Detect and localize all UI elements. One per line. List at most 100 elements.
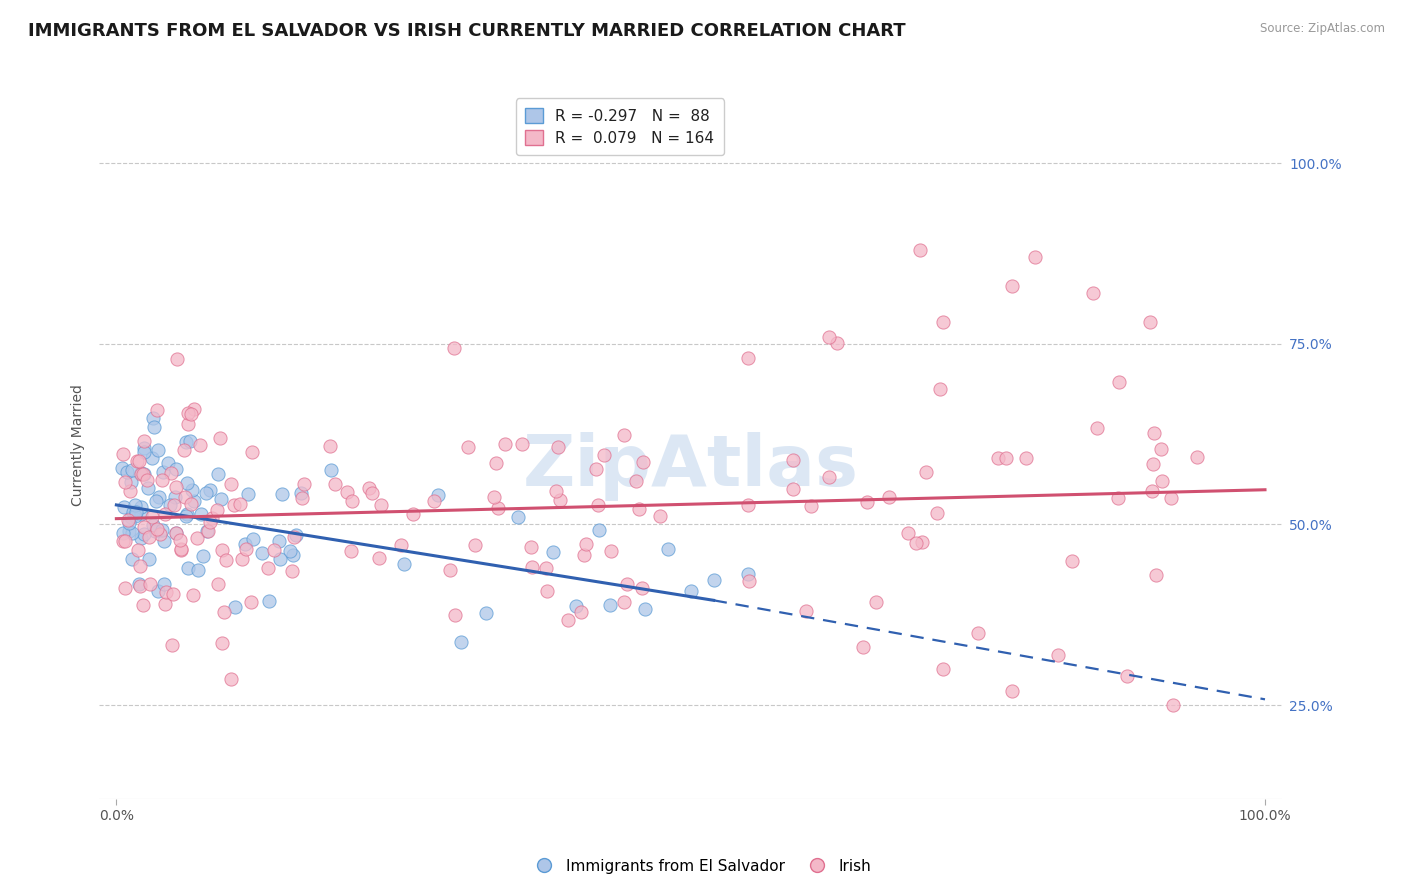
Point: [1001, 279, 1024, 293]
Point: [111, 534, 134, 549]
Point: [118, 483, 141, 498]
Text: IMMIGRANTS FROM EL SALVADOR VS IRISH CURRENTLY MARRIED CORRELATION CHART: IMMIGRANTS FROM EL SALVADOR VS IRISH CUR…: [28, 22, 905, 40]
Point: [129, 531, 152, 545]
Point: [240, 445, 263, 459]
Point: [177, 560, 200, 574]
Text: Source: ZipAtlas.com: Source: ZipAtlas.com: [1260, 22, 1385, 36]
Point: [212, 605, 235, 619]
Point: [179, 434, 201, 448]
Point: [1001, 683, 1024, 698]
Point: [129, 500, 152, 514]
Point: [339, 544, 361, 558]
Point: [135, 473, 157, 487]
Point: [177, 417, 200, 432]
Point: [187, 563, 209, 577]
Point: [132, 434, 155, 449]
Point: [548, 493, 571, 508]
Point: [165, 526, 187, 541]
Point: [150, 473, 173, 487]
Point: [153, 597, 176, 611]
Point: [165, 480, 187, 494]
Point: [257, 594, 280, 608]
Point: [817, 329, 839, 343]
Point: [565, 599, 588, 614]
Point: [121, 525, 143, 540]
Point: [231, 551, 253, 566]
Point: [541, 545, 564, 559]
Point: [125, 453, 148, 467]
Point: [177, 406, 200, 420]
Point: [132, 527, 155, 541]
Point: [633, 455, 655, 469]
Point: [738, 574, 761, 589]
Point: [112, 447, 135, 461]
Point: [439, 563, 461, 577]
Point: [114, 533, 136, 548]
Point: [176, 507, 198, 521]
Point: [163, 498, 186, 512]
Point: [250, 546, 273, 560]
Point: [170, 543, 193, 558]
Point: [242, 533, 264, 547]
Point: [443, 342, 465, 356]
Point: [283, 529, 305, 543]
Point: [904, 536, 927, 550]
Point: [389, 538, 412, 552]
Point: [613, 428, 636, 442]
Point: [520, 540, 543, 554]
Point: [141, 451, 163, 466]
Point: [1142, 458, 1164, 472]
Point: [186, 531, 208, 545]
Point: [224, 498, 246, 512]
Point: [536, 583, 558, 598]
Point: [145, 494, 167, 508]
Point: [152, 533, 174, 548]
Point: [211, 542, 233, 557]
Point: [1085, 420, 1108, 434]
Point: [1116, 669, 1139, 683]
Point: [120, 475, 142, 489]
Point: [557, 613, 579, 627]
Point: [149, 527, 172, 541]
Point: [138, 577, 160, 591]
Point: [128, 454, 150, 468]
Point: [281, 564, 304, 578]
Point: [323, 477, 346, 491]
Point: [112, 525, 135, 540]
Point: [155, 585, 177, 599]
Point: [235, 541, 257, 556]
Point: [198, 515, 221, 529]
Point: [443, 608, 465, 623]
Point: [291, 491, 314, 506]
Point: [125, 505, 148, 519]
Point: [1185, 450, 1208, 464]
Point: [157, 456, 180, 470]
Point: [911, 534, 934, 549]
Point: [121, 505, 143, 519]
Point: [132, 444, 155, 458]
Point: [174, 434, 197, 449]
Point: [1144, 567, 1167, 582]
Point: [190, 507, 212, 521]
Point: [600, 543, 623, 558]
Point: [159, 499, 181, 513]
Point: [624, 474, 647, 488]
Point: [486, 500, 509, 515]
Point: [174, 508, 197, 523]
Text: ZipAtlas: ZipAtlas: [523, 432, 859, 500]
Point: [1139, 315, 1161, 329]
Point: [897, 526, 920, 541]
Point: [152, 576, 174, 591]
Point: [132, 520, 155, 534]
Point: [215, 552, 238, 566]
Point: [131, 507, 153, 521]
Legend: Immigrants from El Salvador, Irish: Immigrants from El Salvador, Irish: [529, 853, 877, 880]
Point: [679, 583, 702, 598]
Point: [138, 551, 160, 566]
Point: [117, 513, 139, 527]
Point: [1143, 425, 1166, 440]
Point: [129, 467, 152, 481]
Point: [128, 558, 150, 573]
Point: [134, 441, 156, 455]
Point: [128, 579, 150, 593]
